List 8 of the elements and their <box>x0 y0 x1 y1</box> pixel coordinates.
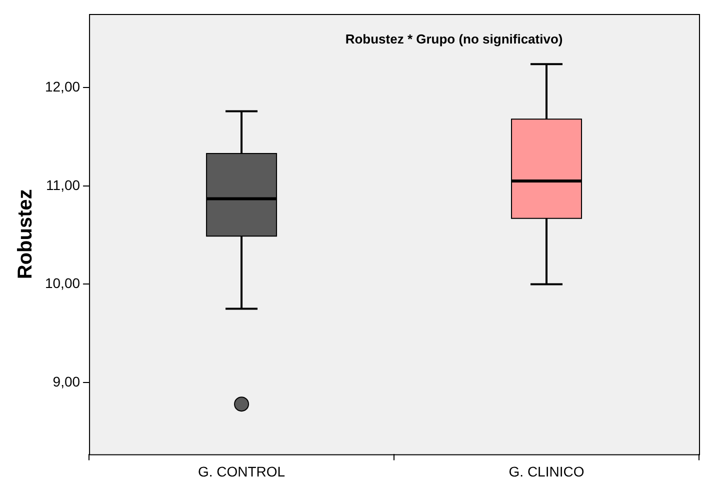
text: Robustez * Grupo (no significativo) <box>345 32 563 47</box>
y-tick-label: 11,00 <box>46 176 80 193</box>
y-axis-title: Robustez <box>14 189 37 280</box>
x-tick-label: G. CONTROL <box>198 463 286 480</box>
y-tick-label: 10,00 <box>44 275 80 292</box>
y-tick-label: 9,00 <box>52 373 80 390</box>
x-tick-label: G. CLINICO <box>508 463 584 480</box>
y-tick-label: 12,00 <box>44 78 80 95</box>
